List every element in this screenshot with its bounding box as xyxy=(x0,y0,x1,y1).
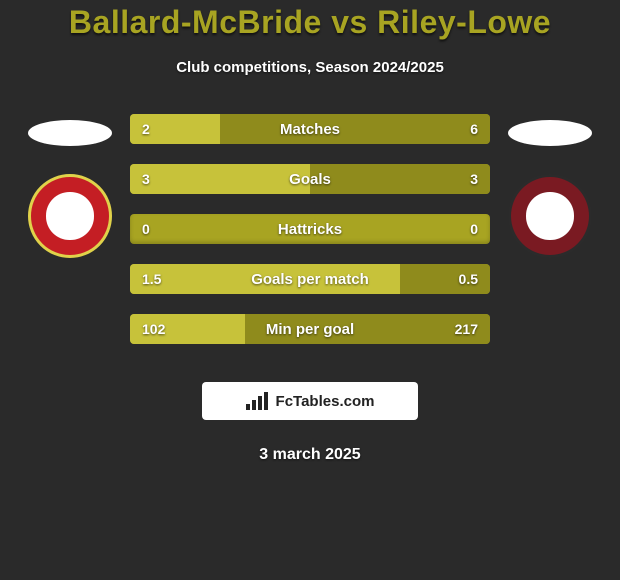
stat-label: Goals xyxy=(130,171,490,188)
left-side xyxy=(10,114,130,258)
right-side xyxy=(490,114,610,258)
comparison-panel: 26Matches 33Goals 00Hattricks 1.50.5Goals p… xyxy=(0,114,620,364)
left-crest xyxy=(28,174,112,258)
right-flag xyxy=(508,120,592,146)
right-crest xyxy=(508,174,592,258)
stat-row: 33Goals xyxy=(130,164,490,194)
attribution-badge: FcTables.com xyxy=(202,382,418,420)
chart-icon xyxy=(246,392,268,410)
stat-row: 1.50.5Goals per match xyxy=(130,264,490,294)
stat-label: Matches xyxy=(130,121,490,138)
page-title: Ballard-McBride vs Riley-Lowe xyxy=(0,4,620,41)
subtitle: Club competitions, Season 2024/2025 xyxy=(0,59,620,76)
stat-label: Min per goal xyxy=(130,321,490,338)
left-flag xyxy=(28,120,112,146)
stat-row: 00Hattricks xyxy=(130,214,490,244)
date-text: 3 march 2025 xyxy=(0,446,620,464)
stat-bars: 26Matches 33Goals 00Hattricks 1.50.5Goals p… xyxy=(130,114,490,364)
stat-bar: 26Matches xyxy=(130,114,490,144)
attribution-text: FcTables.com xyxy=(276,393,375,410)
stat-label: Hattricks xyxy=(130,221,490,238)
stat-row: 26Matches xyxy=(130,114,490,144)
stat-bar: 33Goals xyxy=(130,164,490,194)
stat-bar: 102217Min per goal xyxy=(130,314,490,344)
stat-label: Goals per match xyxy=(130,271,490,288)
stat-bar: 00Hattricks xyxy=(130,214,490,244)
stat-row: 102217Min per goal xyxy=(130,314,490,344)
stat-bar: 1.50.5Goals per match xyxy=(130,264,490,294)
